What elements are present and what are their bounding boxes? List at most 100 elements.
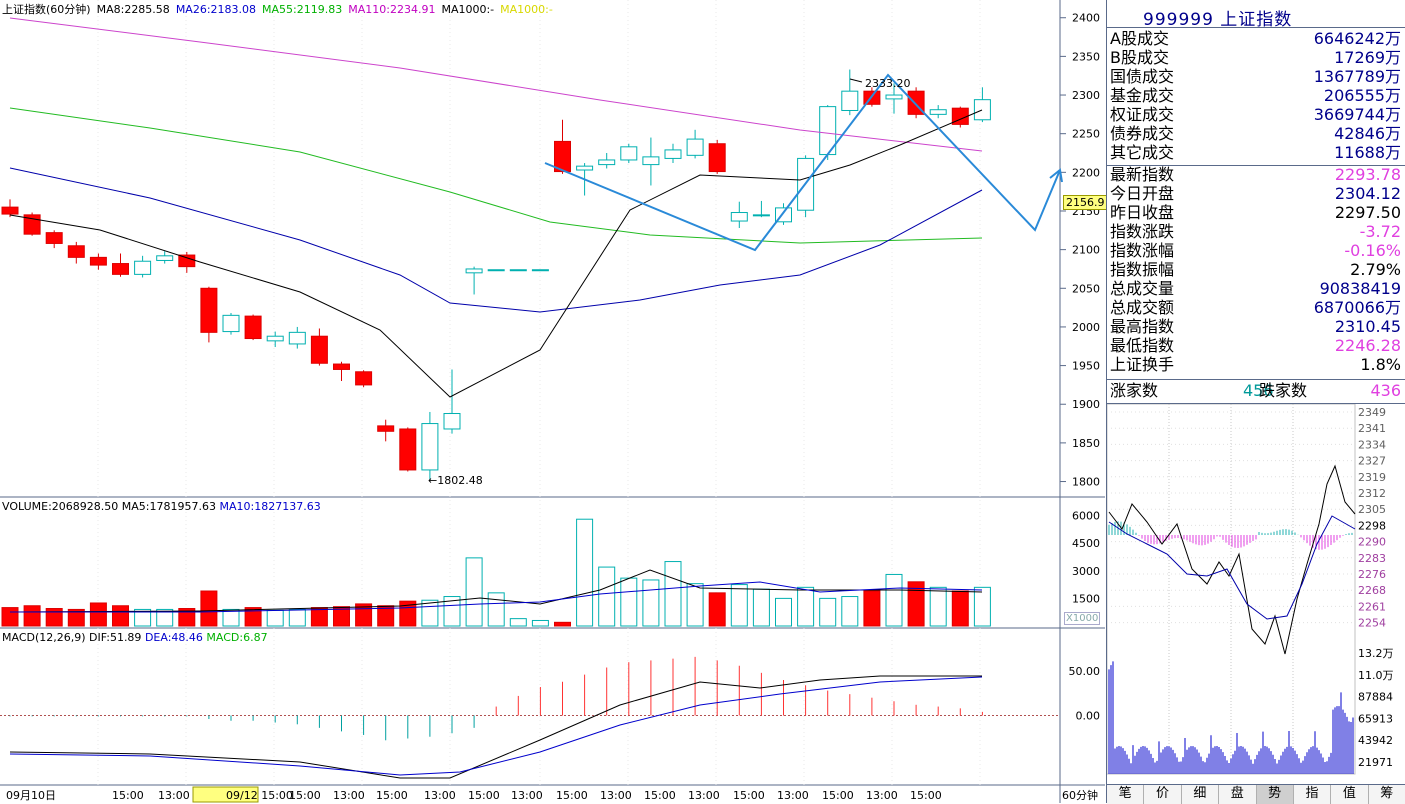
- tab-5[interactable]: 指: [1293, 785, 1332, 804]
- volume-bar: [244, 607, 262, 627]
- quote-title: 999999 上证指数: [1143, 10, 1293, 30]
- quote-value: 3669744万: [1313, 105, 1401, 124]
- quote-separator-2: [1107, 379, 1405, 380]
- quote-row: B股成交 17269万: [1107, 48, 1404, 67]
- tab-3[interactable]: 盘: [1219, 785, 1257, 804]
- current-price-badge: 2156.9: [1063, 195, 1108, 210]
- tab-bar: 笔价细盘势指值筹: [1107, 784, 1405, 804]
- tab-1[interactable]: 价: [1144, 785, 1182, 804]
- quote-row: 总成交额 6870066万: [1107, 298, 1404, 317]
- quote-value: 2.79%: [1350, 260, 1401, 279]
- candle-body: [664, 149, 682, 159]
- candle-body: [642, 156, 660, 166]
- ma110-line: [9, 17, 983, 152]
- mini-axis-label: 2349: [1358, 406, 1386, 419]
- volume-bar: [841, 596, 859, 627]
- quote-value: 6870066万: [1313, 298, 1401, 317]
- quote-key: 总成交额: [1110, 298, 1175, 317]
- volume-bar: [797, 586, 815, 627]
- candle-body: [266, 335, 284, 342]
- price-axis-label: 2300: [1072, 89, 1100, 102]
- volume-bar: [134, 608, 152, 627]
- mini-avg-line: [1108, 515, 1356, 620]
- volume-bar: [67, 608, 85, 627]
- tab-7[interactable]: 筹: [1368, 785, 1405, 804]
- quote-row: 最低指数 2246.28: [1107, 336, 1404, 355]
- macd-axis-label: 50.00: [1069, 665, 1101, 678]
- candle-body: [45, 232, 63, 244]
- dif-line: [9, 675, 982, 779]
- quote-key: B股成交: [1110, 48, 1169, 67]
- price-axis-label: 1800: [1072, 476, 1100, 489]
- volume-bar: [863, 590, 881, 627]
- period-label[interactable]: 60分钟: [1062, 789, 1098, 802]
- tab-0[interactable]: 笔: [1107, 785, 1145, 804]
- mini-frame: [1107, 404, 1356, 775]
- volume-bar: [200, 590, 218, 627]
- rise-value: 456: [1243, 381, 1274, 400]
- ma8-line: [9, 109, 983, 398]
- quote-key: 权证成交: [1110, 105, 1175, 124]
- intraday-mini-chart[interactable]: 2349 2341 2334 2327 2319 2312 2305 2298 2290 2283…: [1107, 404, 1405, 782]
- candle-body: [134, 260, 152, 275]
- volume-bar: [487, 592, 505, 627]
- volume-bar: [554, 621, 571, 627]
- candle-body: [156, 255, 174, 261]
- macd-legend: MACD(12,26,9) DIF:51.89 DEA:48.46 MACD:6…: [2, 631, 268, 644]
- time-axis-label: 15:00: [289, 789, 321, 802]
- quote-key: 最高指数: [1110, 317, 1175, 336]
- quote-panel: 999999 上证指数 A股成交 6646242万 B股成交 17269万 国债成交 13…: [1106, 0, 1405, 804]
- candle-body: [244, 315, 262, 340]
- candle-body: [620, 146, 638, 161]
- volume-bar: [355, 603, 373, 627]
- quote-value: 42846万: [1334, 124, 1401, 143]
- fall-label: 跌家数: [1259, 381, 1308, 400]
- price-axis-label: 2050: [1072, 282, 1100, 295]
- wave-line: [544, 73, 1061, 252]
- high-pointer: [849, 78, 863, 83]
- quote-key: A股成交: [1110, 29, 1169, 48]
- volume-bar: [333, 606, 350, 627]
- time-axis-label: 13:00: [511, 789, 543, 802]
- quote-value: -0.16%: [1344, 241, 1401, 260]
- breadth-row: 涨家数 456 跌家数 436: [1107, 381, 1404, 400]
- time-axis-label: 09月10日: [6, 789, 56, 802]
- volume-bar: [23, 605, 41, 627]
- candle-body: [333, 363, 350, 370]
- kline-chart[interactable]: 2400235023002250220021502100205020001950…: [0, 0, 1105, 803]
- quote-value: 206555万: [1323, 86, 1401, 105]
- mini-axis-label: 2327: [1358, 455, 1386, 468]
- price-axis-label: 1850: [1072, 437, 1100, 450]
- volume-bar: [421, 599, 439, 627]
- tab-4[interactable]: 势: [1256, 785, 1294, 804]
- volume-axis-label: 1500: [1072, 592, 1100, 605]
- chart-bg: [0, 0, 1060, 803]
- mini-axis-label: 2305: [1358, 503, 1386, 516]
- candle-body: [973, 99, 991, 121]
- quote-value: 6646242万: [1313, 29, 1401, 48]
- mini-price-line: [1108, 464, 1356, 655]
- quote-row: 指数振幅 2.79%: [1107, 260, 1404, 279]
- volume-bar: [664, 561, 682, 627]
- quote-value: 90838419: [1319, 279, 1401, 298]
- quote-key: 国债成交: [1110, 67, 1175, 86]
- time-axis-label: 13:00: [688, 789, 720, 802]
- volume-bar: [465, 557, 483, 627]
- mini-axis-label: 2254: [1358, 617, 1386, 630]
- ma55-label: MA55:2119.83: [262, 3, 343, 16]
- price-axis-label: 2100: [1072, 244, 1100, 257]
- quote-row: 国债成交 1367789万: [1107, 67, 1404, 86]
- index-name: 上证指数(60分钟): [2, 3, 91, 16]
- quote-value: 2297.50: [1334, 203, 1401, 222]
- ma1000-label: MA1000:-: [441, 3, 495, 16]
- volume-ma5-line: [9, 569, 983, 613]
- volume-bar: [951, 590, 969, 627]
- tab-6[interactable]: 值: [1331, 785, 1369, 804]
- quote-key: 最低指数: [1110, 336, 1175, 355]
- volume-bar: [907, 581, 925, 627]
- mini-axis-label: 2319: [1358, 471, 1386, 484]
- price-axis-label: 2000: [1072, 321, 1100, 334]
- tab-2[interactable]: 细: [1181, 785, 1220, 804]
- price-axis-label: 1900: [1072, 398, 1100, 411]
- quote-value: 17269万: [1334, 48, 1401, 67]
